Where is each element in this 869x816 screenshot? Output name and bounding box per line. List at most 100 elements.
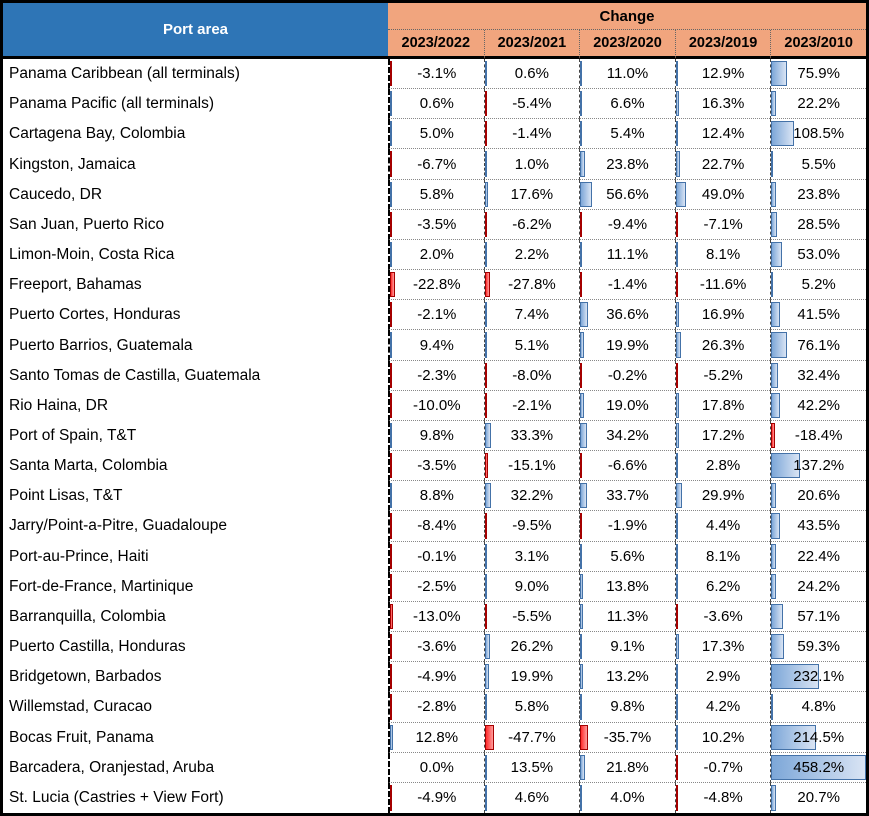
positive-data-bar	[390, 724, 393, 750]
value-cell: -7.1%	[674, 209, 771, 240]
positive-data-bar	[484, 483, 492, 509]
pct-value: 8.1%	[705, 547, 741, 565]
pct-value: -3.6%	[703, 607, 743, 625]
value-cell: 17.3%	[674, 632, 771, 663]
pct-value: 19.9%	[510, 668, 554, 686]
positive-data-bar	[675, 664, 678, 690]
value-cell: -6.7%	[388, 149, 484, 180]
pct-value: -18.4%	[794, 426, 843, 444]
port-name-cell: Willemstad, Curacao	[3, 692, 388, 723]
value-cell: -1.9%	[579, 511, 675, 542]
negative-data-bar	[390, 211, 392, 237]
value-cell: -0.2%	[579, 360, 675, 391]
value-cell: 23.8%	[579, 149, 675, 180]
value-cell: -3.6%	[388, 632, 484, 663]
pct-value: -2.8%	[417, 698, 457, 716]
positive-data-bar	[390, 422, 392, 449]
negative-data-bar	[390, 694, 392, 720]
negative-data-bar	[390, 453, 392, 479]
pct-value: 7.4%	[514, 306, 549, 324]
positive-data-bar	[771, 392, 781, 418]
value-cell: 12.4%	[674, 119, 771, 150]
positive-data-bar	[771, 784, 776, 811]
pct-value: -13.0%	[413, 607, 461, 625]
pct-value: -6.7%	[417, 155, 457, 173]
value-cell: 33.7%	[579, 481, 675, 512]
port-name-cell: Puerto Castilla, Honduras	[3, 632, 388, 663]
value-cell: 22.7%	[674, 149, 771, 180]
value-cell: -2.5%	[388, 571, 484, 602]
value-cell: -27.8%	[483, 270, 580, 301]
positive-data-bar	[580, 573, 584, 599]
value-cell: 3.1%	[483, 541, 580, 572]
pct-value: -3.6%	[417, 638, 457, 656]
pct-value: 5.1%	[514, 336, 549, 354]
negative-data-bar	[484, 211, 487, 237]
pct-value: 2.2%	[514, 246, 549, 264]
value-cell: 16.3%	[674, 89, 771, 120]
negative-data-bar	[390, 151, 392, 177]
value-cell: -47.7%	[483, 722, 580, 753]
value-cell: 34.2%	[579, 420, 675, 452]
port-name-cell: Caucedo, DR	[3, 179, 388, 210]
positive-data-bar	[675, 392, 680, 418]
value-cell: 42.2%	[770, 390, 866, 421]
value-cell: -2.1%	[388, 300, 484, 331]
port-name-cell: Panama Pacific (all terminals)	[3, 89, 388, 120]
pct-value: -2.1%	[512, 396, 552, 414]
value-cell: 4.8%	[770, 692, 866, 723]
value-cell: -1.4%	[579, 270, 675, 301]
negative-data-bar	[390, 634, 392, 660]
pct-value: 9.4%	[419, 336, 454, 354]
pct-value: 20.7%	[797, 789, 840, 807]
negative-data-bar	[580, 513, 583, 539]
pct-value: 5.0%	[419, 125, 454, 143]
port-name-cell: Kingston, Jamaica	[3, 149, 388, 180]
value-cell: -0.7%	[674, 752, 771, 783]
value-cell: 5.8%	[483, 692, 580, 723]
pct-value: 16.3%	[701, 95, 745, 113]
value-cell: 8.1%	[674, 239, 771, 271]
value-cell: 59.3%	[770, 632, 866, 663]
port-name-cell: St. Lucia (Castries + View Fort)	[3, 782, 388, 813]
positive-data-bar	[484, 332, 487, 358]
pct-value: -3.5%	[417, 215, 457, 233]
pct-value: -4.9%	[417, 668, 457, 686]
column-header-2023-2010: 2023/2010	[770, 30, 866, 59]
value-cell: 8.1%	[674, 541, 771, 572]
negative-data-bar	[390, 664, 392, 690]
negative-data-bar	[390, 513, 392, 539]
value-cell: 56.6%	[579, 179, 675, 210]
value-cell: 20.7%	[770, 782, 866, 813]
value-cell: -6.2%	[483, 209, 580, 240]
positive-data-bar	[771, 332, 788, 358]
pct-value: -22.8%	[413, 276, 461, 294]
pct-value: -6.6%	[607, 457, 648, 475]
pct-value: -3.1%	[417, 65, 457, 83]
value-cell: 22.2%	[770, 89, 866, 120]
value-cell: -8.0%	[483, 360, 580, 391]
positive-data-bar	[675, 513, 678, 539]
pct-value: 2.8%	[705, 457, 741, 475]
value-cell: -8.4%	[388, 511, 484, 542]
column-header-2023-2019: 2023/2019	[674, 30, 771, 59]
negative-data-bar	[484, 513, 487, 539]
value-cell: 17.6%	[483, 179, 580, 210]
value-cell: 9.1%	[579, 632, 675, 663]
value-cell: 5.0%	[388, 119, 484, 150]
value-cell: 5.8%	[388, 179, 484, 210]
value-cell: 137.2%	[770, 451, 866, 482]
value-cell: 9.0%	[483, 571, 580, 602]
value-cell: -4.9%	[388, 662, 484, 693]
pct-value: 232.1%	[793, 668, 845, 686]
pct-value: -2.5%	[417, 577, 457, 595]
value-cell: 33.3%	[483, 420, 580, 452]
port-name-cell: Cartagena Bay, Colombia	[3, 119, 388, 150]
pct-value: 458.2%	[793, 758, 845, 776]
column-header-2023-2021: 2023/2021	[483, 30, 580, 59]
pct-value: 0.0%	[419, 758, 454, 776]
pct-value: -11.6%	[699, 276, 747, 294]
negative-data-bar	[484, 392, 487, 418]
negative-data-bar	[580, 272, 583, 298]
negative-data-bar	[675, 784, 678, 811]
